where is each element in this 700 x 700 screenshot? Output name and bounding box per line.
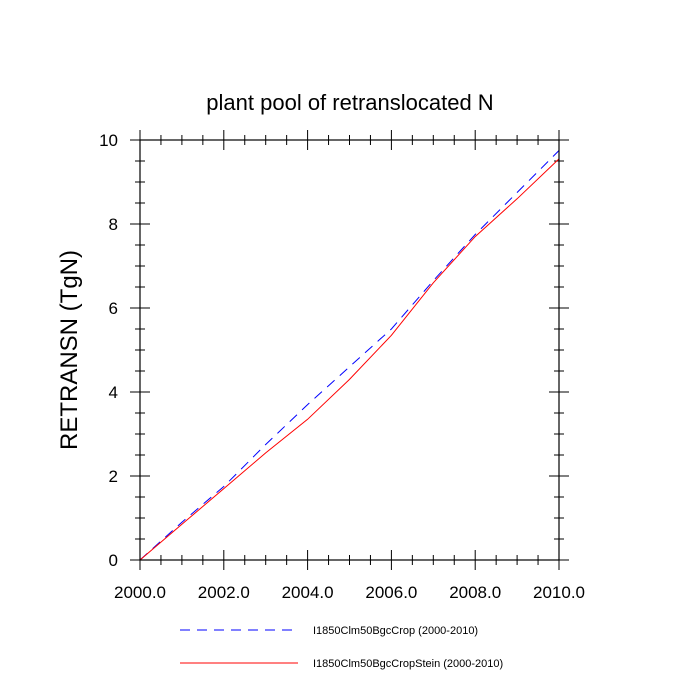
axis-ticks (130, 130, 569, 570)
series-layer (139, 150, 560, 561)
plot-frame (139, 139, 560, 561)
series-line-2 (139, 158, 560, 561)
legend: I1850Clm50BgcCrop (2000-2010) I1850Clm50B… (180, 625, 503, 670)
x-tick-label: 2010.0 (533, 583, 585, 602)
x-tick-label: 2000.0 (114, 583, 166, 602)
y-tick-label: 4 (109, 383, 118, 402)
y-tick-label: 6 (109, 299, 118, 318)
y-tick-label: 2 (109, 467, 118, 486)
legend-label-2: I1850Clm50BgcCropStein (2000-2010) (313, 658, 503, 670)
series-line-1 (139, 150, 560, 561)
y-axis-label: RETRANSN (TgN) (56, 250, 83, 450)
legend-label-1: I1850Clm50BgcCrop (2000-2010) (313, 625, 478, 637)
x-tick-label: 2002.0 (198, 583, 250, 602)
tick-labels: 2000.0 2002.0 2004.0 2006.0 2008.0 2010.0 0 2 4 6… (99, 131, 585, 602)
y-tick-label: 10 (99, 131, 118, 150)
x-tick-label: 2006.0 (365, 583, 417, 602)
y-tick-label: 0 (109, 551, 118, 570)
y-tick-label: 8 (109, 215, 118, 234)
chart-title: plant pool of retranslocated N (206, 90, 493, 115)
x-tick-label: 2008.0 (449, 583, 501, 602)
x-tick-label: 2004.0 (282, 583, 334, 602)
